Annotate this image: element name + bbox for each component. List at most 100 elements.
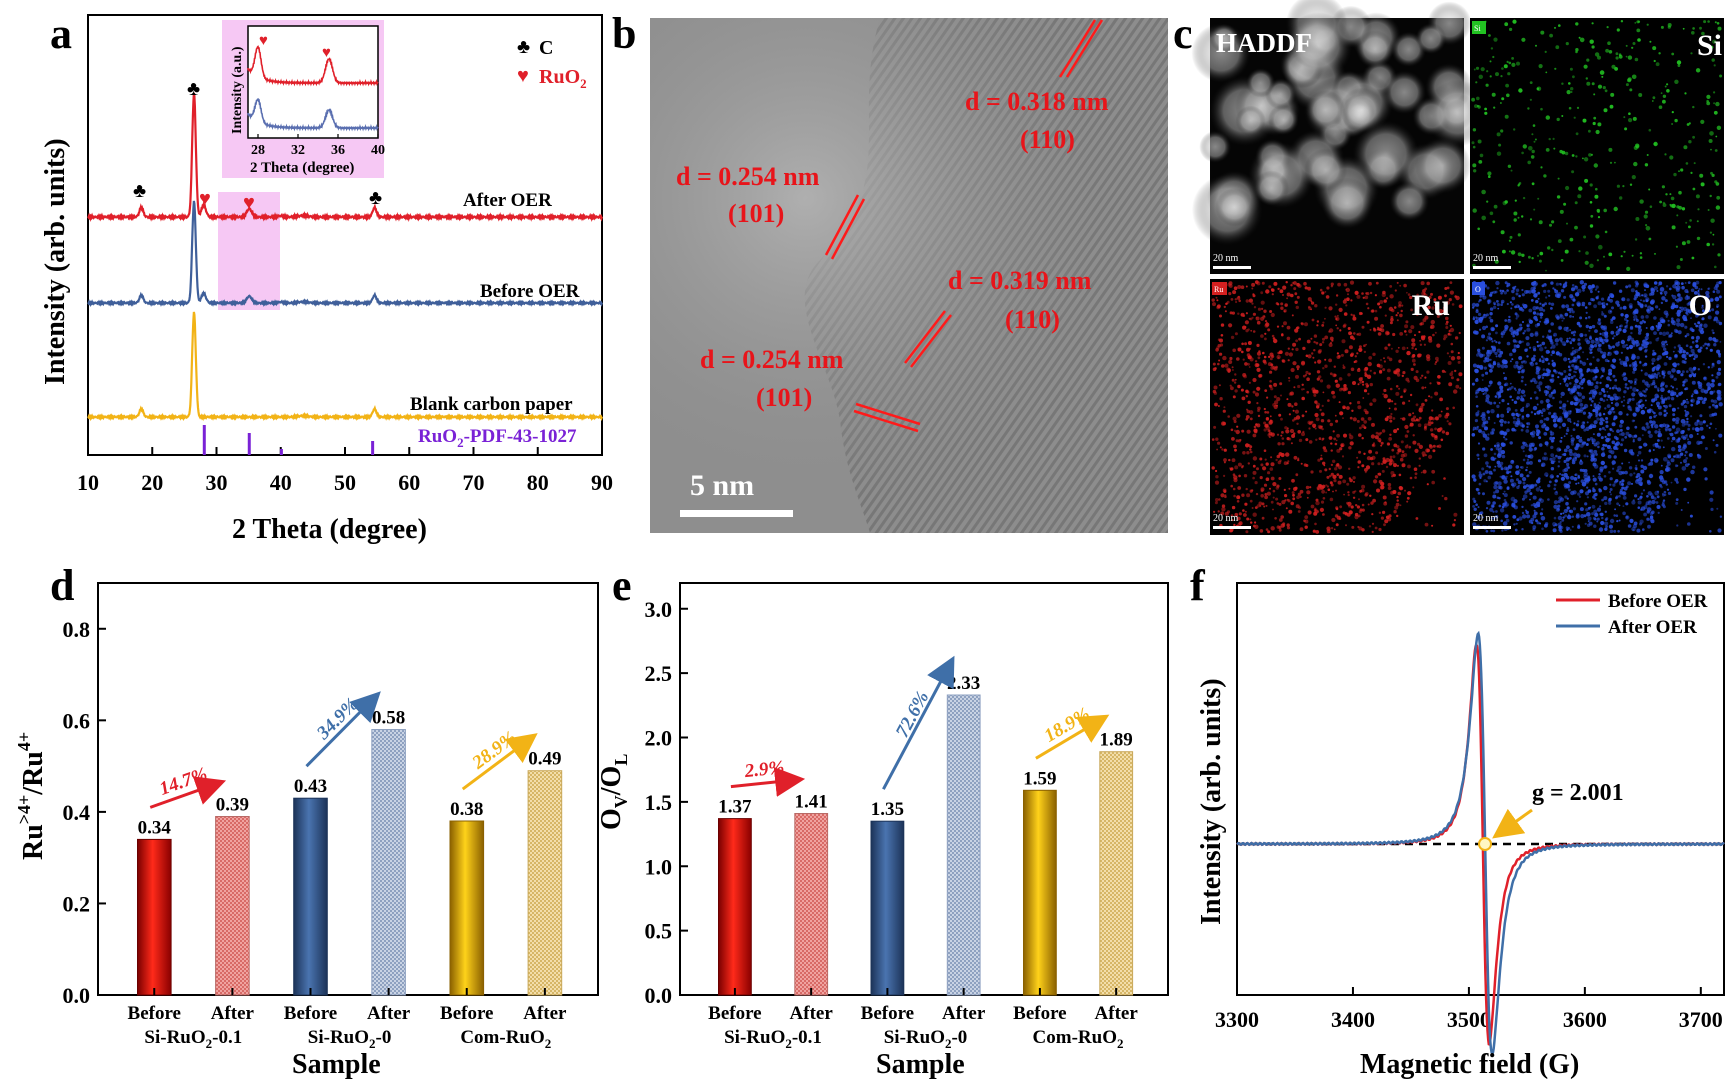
club-marker: ♣: [187, 78, 200, 100]
panel-d-ru-ratio: d 0.0 0.2 0.4 0.6 0.8 0.34 Before 0.39 After 0.4…: [14, 561, 599, 1080]
panel-letter-b: b: [612, 9, 636, 58]
label-after-oer: After OER: [463, 190, 552, 211]
x-tick-label: 60: [398, 470, 420, 495]
bar-value-label: 0.43: [294, 776, 327, 797]
scalebar-label-b: 5 nm: [690, 469, 754, 502]
x-tick-label: After: [1095, 1003, 1139, 1024]
bar-value-label: 1.89: [1100, 730, 1133, 751]
bar: [137, 838, 172, 996]
map-title-o: O: [1689, 289, 1712, 322]
y-axis-e: 0.0 0.5 1.0 1.5 2.0 2.5 3.0: [645, 597, 688, 1008]
bar-value-label: 2.33: [947, 673, 980, 694]
change-arrow: [305, 691, 381, 768]
series-blank-carbon-paper: [87, 311, 604, 422]
inset-x-tick-label: 32: [291, 143, 305, 158]
hkl-label: (101): [756, 383, 812, 412]
bar: [870, 820, 905, 996]
d-label: d = 0.254 nm: [700, 345, 844, 374]
si-dots: [1471, 19, 1723, 272]
x-axis-label-f: Magnetic field (G): [1360, 1049, 1579, 1080]
d-label: d = 0.319 nm: [948, 266, 1092, 295]
o-dots: [1471, 280, 1723, 534]
x-tick-label: 80: [527, 470, 549, 495]
ru-dots: [1211, 280, 1463, 534]
hkl-label: (101): [728, 199, 784, 228]
d-label: d = 0.318 nm: [965, 87, 1109, 116]
x-axis-f: 3300 3400 3500 3600 3700: [1215, 987, 1723, 1032]
panel-c-eds-maps: c HADDF Si Ru O Si Ru O 20 nm 20 nm 20 n…: [1173, 0, 1724, 535]
change-percent: 2.9%: [743, 757, 786, 782]
y-tick-label: 2.5: [645, 661, 673, 686]
change-arrow: [149, 776, 227, 809]
panel-b-hrtem: b d = 0.318 nm (110) d = 0.254 nm (101) …: [612, 9, 1168, 533]
x-tick-label: Before: [708, 1003, 761, 1024]
x-tick-label: Before: [284, 1003, 337, 1024]
x-tick-label: 90: [591, 470, 613, 495]
bar-value-label: 0.49: [528, 749, 561, 770]
y-axis-label-f: Intensity (arb. units): [1196, 678, 1227, 925]
bar: [718, 818, 752, 996]
plot-frame-d: [97, 582, 599, 996]
series-after-oer: [87, 92, 604, 222]
y-tick-label: 0.0: [645, 983, 673, 1008]
x-axis-label-a: 2 Theta (degree): [232, 514, 427, 545]
group-label: Com-RuO2: [1033, 1027, 1124, 1051]
svg-text:20 nm: 20 nm: [1213, 253, 1239, 264]
x-tick-label: Before: [128, 1003, 181, 1024]
hkl-label: (110): [1020, 125, 1075, 154]
hkl-label: (110): [1005, 305, 1060, 334]
heart-marker: ♥: [199, 188, 211, 210]
y-tick-label: 0.0: [63, 983, 91, 1008]
bar: [215, 816, 250, 996]
haddf-particles: [1191, 0, 1491, 246]
map-si: [1470, 18, 1724, 274]
y-tick-label: 0.6: [63, 708, 91, 733]
panel-letter-a: a: [50, 9, 72, 58]
y-tick-label: 0.8: [63, 617, 91, 642]
y-tick-label: 0.2: [63, 891, 91, 916]
x-tick-label: 3300: [1215, 1007, 1259, 1032]
club-marker: ♣: [133, 180, 146, 202]
x-axis-label-e: Sample: [876, 1049, 965, 1080]
change-arrow: [882, 655, 955, 790]
map-title-haddf: HADDF: [1216, 28, 1312, 58]
svg-text:Ru: Ru: [1214, 285, 1223, 294]
label-blank-carbon-paper: Blank carbon paper: [410, 394, 573, 415]
x-tick-label: After: [523, 1003, 567, 1024]
legend-c-symbol: ♣: [517, 36, 530, 58]
tem-glow: [650, 18, 1168, 533]
bar: [946, 694, 981, 996]
inset-ylabel: Intensity (a.u.): [230, 46, 245, 134]
bar-value-label: 1.37: [718, 797, 752, 818]
y-tick-label: 2.0: [645, 726, 673, 751]
bar: [293, 797, 328, 996]
panel-e-ov-ol: e 0.0 0.5 1.0 1.5 2.0 2.5 3.0 1.37 Before 1.41 Af…: [596, 561, 1169, 1080]
bar-value-label: 0.58: [372, 707, 405, 728]
g-value-arrow: [1492, 808, 1533, 839]
x-tick-label: After: [942, 1003, 986, 1024]
svg-text:20 nm: 20 nm: [1473, 253, 1499, 264]
tag-o: [1472, 282, 1485, 295]
bar: [794, 813, 829, 996]
x-tick-label: 3700: [1679, 1007, 1723, 1032]
label-ruo2-pdf: RuO2-PDF-43-1027: [418, 426, 577, 450]
y-tick-label: 3.0: [645, 597, 673, 622]
x-tick-label: 70: [463, 470, 485, 495]
d-label: d = 0.254 nm: [676, 162, 820, 191]
plot-frame-e: [679, 582, 1169, 996]
g-value-label: g = 2.001: [1532, 780, 1624, 806]
legend-after-oer: After OER: [1608, 617, 1697, 638]
y-axis-label-a: Intensity (arb. units): [40, 138, 71, 385]
scalebar-b: [680, 510, 793, 517]
legend-before-oer: Before OER: [1608, 591, 1708, 612]
bar: [1099, 751, 1134, 996]
inset-series-before: [247, 97, 379, 132]
panel-letter-d: d: [50, 561, 74, 610]
series-before-oer: [87, 200, 604, 308]
panel-letter-e: e: [612, 561, 632, 610]
group-label: Si-RuO2-0.1: [724, 1027, 822, 1051]
bar-value-label: 0.38: [450, 799, 483, 820]
legend-ruo2-label: RuO2: [539, 66, 587, 91]
y-tick-label: 1.0: [645, 854, 673, 879]
